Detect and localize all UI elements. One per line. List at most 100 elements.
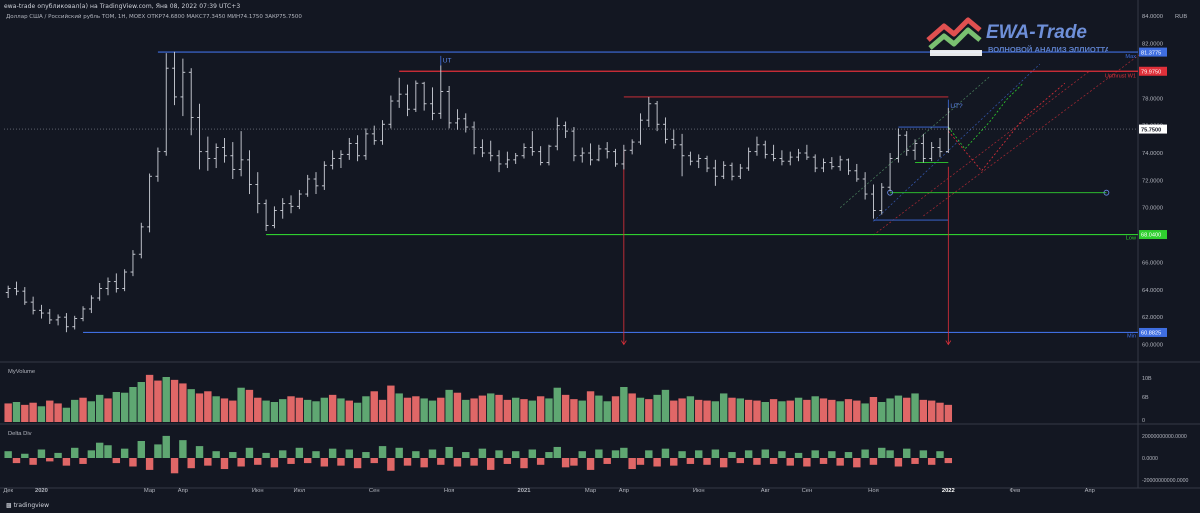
channel-line (873, 70, 1090, 236)
ohlc-bar (80, 306, 86, 322)
time-axis: Дек 2020 Мар Апр Июн Июл Сен Ноя 2021 Мар Апр Июн Ав… (3, 488, 1095, 494)
volume-bar (470, 398, 478, 422)
ohlc-bar (945, 107, 951, 154)
delta-bar (794, 452, 803, 458)
volume-bar (536, 396, 545, 422)
delta-bar (54, 452, 62, 458)
bullish-projection (948, 82, 1024, 150)
volume-bar (636, 397, 645, 422)
volume-bar (204, 391, 212, 422)
price-tick-label: 62.0000 (1142, 315, 1163, 321)
delta-bar (337, 458, 345, 466)
volume-pane: MyVolume 10B 6B 0 (4, 369, 1152, 424)
volume-bar (603, 401, 611, 422)
price-unit-label: RUB (1175, 14, 1187, 20)
delta-bar (570, 458, 578, 466)
price-tick-label: 78.0000 (1142, 96, 1163, 102)
ohlc-bar (338, 150, 344, 169)
ohlc-bar (263, 199, 269, 231)
ohlc-bar (197, 103, 202, 170)
ohlc-bar (255, 172, 261, 214)
level-price-label: 81.3775 (1141, 50, 1161, 56)
volume-bar (686, 396, 695, 422)
ohlc-bar (430, 87, 435, 121)
volume-bar (79, 397, 87, 422)
volume-bar (628, 393, 636, 422)
time-tick-label: Мар (144, 488, 155, 494)
delta-bar (620, 447, 628, 458)
ohlc-bar (904, 131, 910, 156)
ohlc-bar (105, 277, 111, 296)
level-anchor-handle (1103, 189, 1110, 196)
volume-bar (229, 400, 237, 422)
ohlc-bar (729, 162, 735, 181)
ohlc-bar (188, 68, 194, 136)
delta-bar (21, 453, 29, 458)
ohlc-bar (879, 183, 885, 215)
ohlc-bar (538, 146, 544, 166)
volume-bar (37, 406, 46, 422)
ohlc-bar (172, 51, 177, 106)
delta-bar (561, 458, 570, 468)
volume-bar (936, 402, 944, 422)
time-tick-label: 2022 (942, 488, 955, 494)
volume-bar (520, 399, 528, 422)
level-price-label: 60.8825 (1141, 331, 1161, 337)
volume-bar (437, 397, 445, 422)
delta-bar (320, 458, 329, 467)
volume-bar (403, 397, 412, 422)
time-tick-label: Фев (1010, 488, 1021, 494)
ohlc-bar (871, 184, 876, 219)
delta-bar (936, 451, 944, 458)
delta-bar (403, 458, 412, 466)
price-tick-label: 70.0000 (1142, 206, 1163, 212)
volume-bar (395, 393, 403, 422)
volume-bar (678, 398, 686, 422)
time-tick-label: 2021 (518, 488, 532, 494)
delta-bar (328, 448, 337, 458)
ohlc-bar (721, 161, 727, 179)
delta-bar (819, 458, 828, 464)
ohlc-bar (571, 127, 577, 162)
ohlc-bar (638, 113, 643, 145)
delta-bar (703, 458, 711, 465)
delta-bar (861, 449, 869, 458)
ohlc-bar (629, 139, 635, 155)
volume-bar (661, 389, 670, 422)
delta-bar (162, 435, 170, 458)
volume-bar (511, 397, 520, 422)
volume-bar (911, 393, 919, 422)
time-tick-label: Июл (293, 488, 305, 494)
ohlc-bar (138, 222, 144, 259)
ohlc-bar (829, 157, 835, 170)
volume-bar (595, 395, 603, 422)
delta-bar (4, 451, 12, 458)
volume-tick-label: 6B (1142, 395, 1149, 401)
delta-bar (520, 458, 528, 469)
volume-bar (728, 397, 736, 422)
ohlc-bar (421, 81, 427, 111)
volume-bar (287, 396, 295, 422)
delta-bar (129, 458, 137, 467)
delta-pane: Delta Div 20000000000.0000 0.0000 -20000000… (4, 431, 1189, 484)
delta-bar (145, 458, 154, 470)
volume-bar (328, 394, 337, 422)
ohlc-bar (130, 250, 136, 277)
delta-bar (503, 458, 512, 464)
ohlc-bar (804, 144, 810, 160)
delta-bar (611, 450, 620, 458)
level-name-label: Max (1125, 54, 1136, 60)
delta-bar (545, 452, 553, 458)
ohlc-bar (222, 137, 227, 163)
delta-bar (886, 450, 894, 458)
delta-bar (370, 458, 378, 464)
volume-bar (170, 379, 179, 422)
delta-bar (744, 450, 753, 458)
ohlc-bar (305, 174, 311, 197)
delta-bar (387, 458, 395, 471)
volume-bar (561, 394, 570, 422)
arrow-down-icon (945, 340, 952, 346)
delta-bar (420, 458, 428, 468)
delta-bar (378, 446, 387, 458)
